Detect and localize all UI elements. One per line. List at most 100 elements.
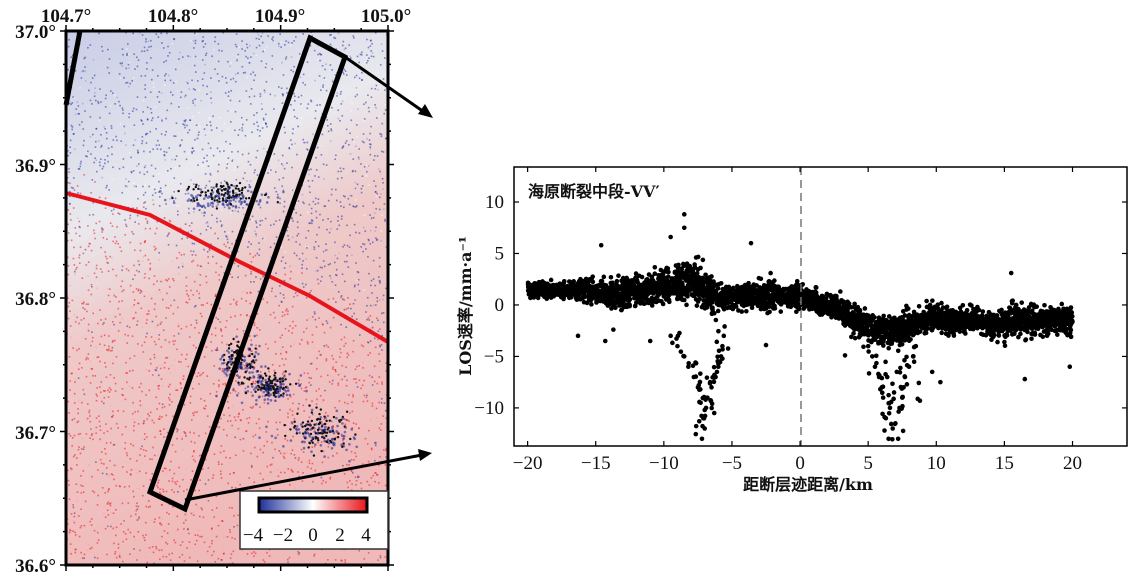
velocity-pixel bbox=[159, 558, 161, 561]
velocity-pixel bbox=[203, 214, 205, 217]
velocity-pixel bbox=[149, 268, 151, 271]
decorrelated-pixel bbox=[310, 411, 314, 414]
decorrelated-pixel bbox=[247, 196, 251, 200]
velocity-pixel bbox=[194, 32, 196, 35]
velocity-pixel bbox=[345, 366, 347, 368]
data-point bbox=[544, 295, 550, 301]
decorrelated-pixel bbox=[206, 189, 210, 192]
velocity-pixel bbox=[160, 517, 163, 520]
velocity-pixel bbox=[293, 65, 295, 68]
velocity-pixel bbox=[261, 219, 264, 222]
velocity-pixel bbox=[267, 35, 269, 37]
velocity-pixel bbox=[88, 89, 90, 92]
velocity-pixel bbox=[141, 344, 143, 347]
velocity-pixel bbox=[165, 556, 168, 558]
velocity-pixel bbox=[287, 389, 290, 392]
velocity-pixel bbox=[261, 41, 264, 44]
velocity-pixel bbox=[331, 383, 333, 385]
velocity-pixel bbox=[217, 318, 219, 321]
velocity-pixel bbox=[348, 420, 350, 422]
velocity-pixel bbox=[99, 268, 102, 270]
velocity-pixel bbox=[143, 241, 146, 244]
velocity-pixel bbox=[381, 241, 383, 244]
data-point bbox=[531, 292, 537, 298]
velocity-pixel bbox=[140, 448, 142, 450]
decorrelated-pixel bbox=[226, 190, 230, 193]
velocity-pixel bbox=[328, 381, 331, 383]
velocity-pixel bbox=[194, 39, 197, 42]
velocity-pixel bbox=[206, 196, 210, 199]
velocity-pixel bbox=[105, 423, 107, 425]
velocity-pixel bbox=[144, 201, 146, 203]
decorrelated-pixel bbox=[218, 200, 221, 203]
velocity-pixel bbox=[182, 378, 185, 381]
velocity-pixel bbox=[173, 200, 175, 202]
velocity-pixel bbox=[178, 165, 181, 167]
velocity-pixel bbox=[156, 220, 159, 223]
velocity-pixel bbox=[209, 147, 212, 149]
velocity-pixel bbox=[133, 355, 136, 357]
velocity-pixel bbox=[69, 284, 71, 287]
velocity-pixel bbox=[159, 196, 161, 198]
velocity-pixel bbox=[132, 444, 135, 447]
velocity-pixel bbox=[323, 346, 326, 349]
velocity-pixel bbox=[184, 120, 186, 123]
velocity-pixel bbox=[180, 186, 182, 189]
velocity-pixel bbox=[327, 346, 330, 348]
velocity-pixel bbox=[169, 79, 172, 82]
velocity-pixel bbox=[167, 278, 170, 280]
velocity-pixel bbox=[309, 363, 312, 365]
velocity-pixel bbox=[262, 147, 265, 150]
velocity-pixel bbox=[69, 152, 72, 154]
velocity-pixel bbox=[326, 322, 329, 324]
velocity-pixel bbox=[250, 465, 253, 467]
velocity-pixel bbox=[356, 183, 359, 186]
velocity-pixel bbox=[354, 476, 357, 478]
velocity-pixel bbox=[355, 318, 358, 320]
velocity-pixel bbox=[304, 84, 307, 86]
velocity-pixel bbox=[171, 158, 173, 161]
velocity-pixel bbox=[132, 278, 134, 281]
velocity-pixel bbox=[78, 262, 81, 264]
velocity-pixel bbox=[153, 308, 156, 311]
velocity-pixel bbox=[161, 384, 164, 387]
velocity-pixel bbox=[217, 203, 219, 206]
velocity-pixel bbox=[149, 262, 152, 265]
velocity-pixel bbox=[262, 123, 265, 126]
velocity-pixel bbox=[226, 343, 228, 346]
velocity-pixel bbox=[264, 365, 267, 368]
velocity-pixel bbox=[216, 347, 219, 349]
velocity-pixel bbox=[376, 416, 379, 419]
velocity-pixel bbox=[234, 315, 236, 317]
velocity-pixel bbox=[223, 272, 226, 274]
velocity-pixel bbox=[349, 303, 351, 306]
velocity-pixel bbox=[79, 165, 82, 168]
velocity-pixel bbox=[104, 158, 106, 161]
velocity-pixel bbox=[374, 480, 376, 483]
velocity-pixel bbox=[261, 395, 264, 398]
data-point bbox=[532, 280, 538, 286]
velocity-pixel bbox=[107, 488, 110, 491]
velocity-pixel bbox=[373, 180, 375, 182]
velocity-pixel bbox=[332, 455, 334, 457]
velocity-pixel bbox=[279, 292, 282, 295]
velocity-pixel bbox=[377, 338, 379, 341]
velocity-pixel bbox=[196, 204, 199, 208]
velocity-pixel bbox=[231, 392, 234, 394]
velocity-pixel bbox=[376, 117, 378, 119]
data-point bbox=[612, 285, 618, 291]
velocity-pixel bbox=[209, 121, 212, 123]
velocity-pixel bbox=[196, 290, 198, 292]
velocity-pixel bbox=[233, 525, 235, 528]
velocity-pixel bbox=[184, 519, 187, 521]
data-point bbox=[611, 327, 616, 332]
velocity-pixel bbox=[194, 489, 196, 492]
velocity-pixel bbox=[362, 250, 364, 253]
velocity-pixel bbox=[66, 256, 69, 259]
velocity-pixel bbox=[72, 530, 74, 533]
velocity-pixel bbox=[347, 297, 349, 299]
velocity-pixel bbox=[202, 516, 205, 519]
velocity-pixel bbox=[253, 171, 256, 174]
velocity-pixel bbox=[157, 418, 160, 420]
velocity-pixel bbox=[178, 251, 181, 254]
